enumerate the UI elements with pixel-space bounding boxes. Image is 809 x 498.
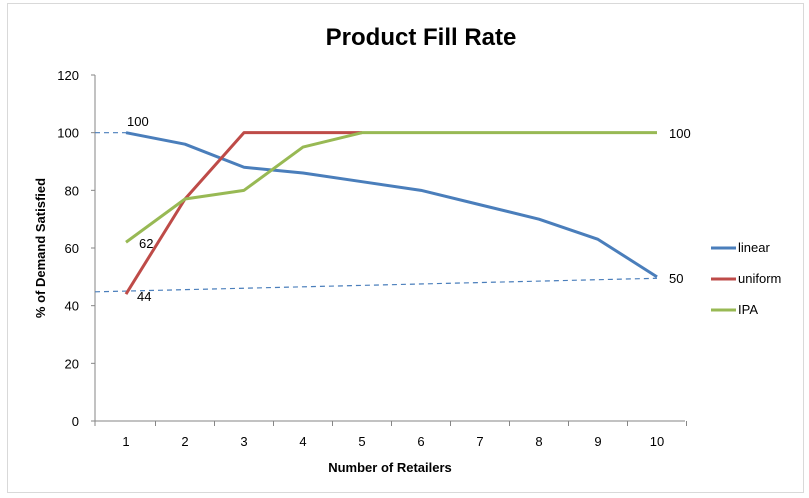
x-tick-label: 1: [122, 434, 129, 449]
reference-line-50: [94, 277, 658, 293]
x-tick-label: 9: [594, 434, 601, 449]
x-tick-label: 5: [358, 434, 365, 449]
chart-title: Product Fill Rate: [326, 24, 517, 51]
annotation-ipa-end: 100: [669, 126, 691, 141]
annotation-ipa-start: 62: [139, 236, 153, 251]
y-tick-label: 40: [65, 299, 79, 314]
y-tick-label: 100: [57, 126, 79, 141]
x-tick-label: 3: [240, 434, 247, 449]
x-tick-label: 4: [299, 434, 306, 449]
y-axis-title: % of Demand Satisfied: [33, 178, 48, 318]
reference-lines: [94, 132, 658, 293]
annotation-uniform-start: 44: [137, 289, 151, 304]
legend-label-linear: linear: [738, 240, 770, 255]
series-line-linear: [125, 131, 658, 279]
y-tick-label: 0: [72, 414, 79, 429]
x-tick-label: 8: [535, 434, 542, 449]
y-tick-label: 80: [65, 183, 79, 198]
axis-ticks: 0 20 40 60 80 100 120 1 2 3 4 5 6 7 8 9 10: [57, 68, 687, 449]
y-tick-label: 120: [57, 68, 79, 83]
x-axis-title: Number of Retailers: [328, 460, 452, 475]
legend-label-ipa: IPA: [738, 302, 758, 317]
y-tick-label: 60: [65, 241, 79, 256]
x-tick-label: 6: [417, 434, 424, 449]
legend-label-uniform: uniform: [738, 271, 781, 286]
annotation-linear-start: 100: [127, 114, 149, 129]
x-tick-label: 2: [181, 434, 188, 449]
series-lines: [124, 131, 658, 295]
x-tick-label: 10: [650, 434, 664, 449]
series-line-uniform: [124, 131, 362, 295]
y-tick-label: 20: [65, 356, 79, 371]
chart-area: [7, 3, 804, 493]
legend: linear uniform IPA: [711, 240, 781, 317]
annotation-linear-end: 50: [669, 271, 683, 286]
series-line-ipa: [125, 131, 657, 244]
x-tick-label: 7: [476, 434, 483, 449]
